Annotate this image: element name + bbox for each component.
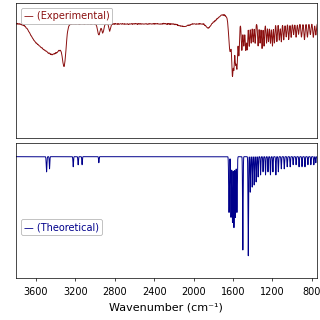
Legend: — (Experimental): — (Experimental) — [21, 8, 112, 24]
Legend: — (Theoretical): — (Theoretical) — [21, 219, 102, 235]
X-axis label: Wavenumber (cm⁻¹): Wavenumber (cm⁻¹) — [109, 302, 223, 312]
